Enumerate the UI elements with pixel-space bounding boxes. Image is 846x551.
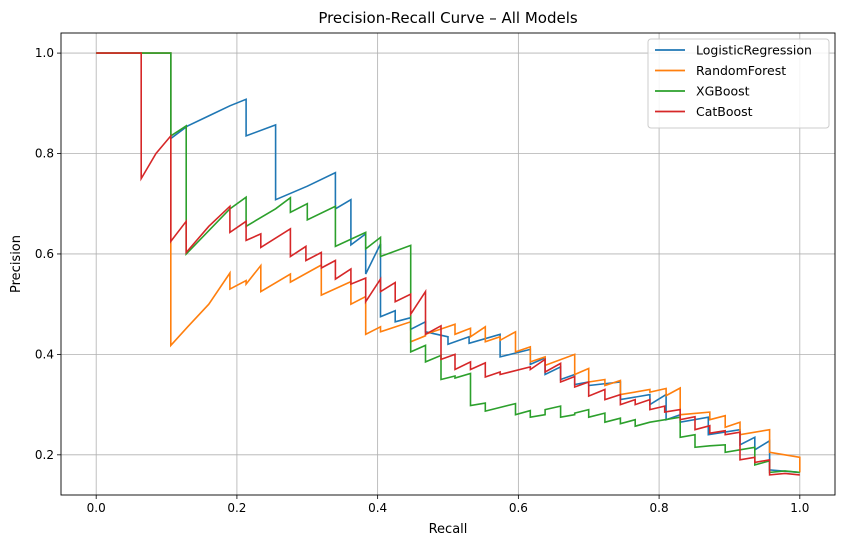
chart-title: Precision-Recall Curve – All Models bbox=[318, 9, 578, 27]
series-lines bbox=[96, 52, 801, 476]
series-line-catboost bbox=[96, 52, 800, 476]
plot-frame bbox=[60, 32, 836, 496]
legend-box bbox=[647, 38, 830, 129]
y-axis-label: Precision bbox=[9, 235, 24, 293]
legend-label-logisticregression: LogisticRegression bbox=[696, 43, 812, 58]
series-line-xgboost bbox=[96, 52, 800, 474]
x-tick-label: 1.0 bbox=[790, 501, 809, 515]
series-line-randomforest bbox=[96, 52, 801, 473]
y-tick-label: 1.0 bbox=[35, 46, 54, 60]
legend-label-catboost: CatBoost bbox=[696, 104, 753, 119]
legend-label-randomforest: RandomForest bbox=[696, 63, 786, 78]
y-tick-label: 0.6 bbox=[35, 247, 54, 261]
y-tick-label: 0.8 bbox=[35, 147, 54, 161]
x-tick-label: 0.0 bbox=[87, 501, 106, 515]
x-tick-label: 0.4 bbox=[368, 501, 387, 515]
axis-ticks: 0.0 0.2 0.4 0.6 0.8 1.0 0.2 0.4 0.6 0.8 1.0 bbox=[35, 46, 809, 515]
y-tick-label: 0.2 bbox=[35, 448, 54, 462]
x-tick-label: 0.8 bbox=[650, 501, 669, 515]
x-tick-label: 0.2 bbox=[227, 501, 246, 515]
y-tick-label: 0.4 bbox=[35, 347, 54, 361]
x-axis-label: Recall bbox=[429, 522, 468, 537]
legend: LogisticRegression RandomForest XGBoost Cat… bbox=[647, 38, 830, 129]
x-tick-label: 0.6 bbox=[509, 501, 528, 515]
legend-label-xgboost: XGBoost bbox=[696, 84, 750, 99]
